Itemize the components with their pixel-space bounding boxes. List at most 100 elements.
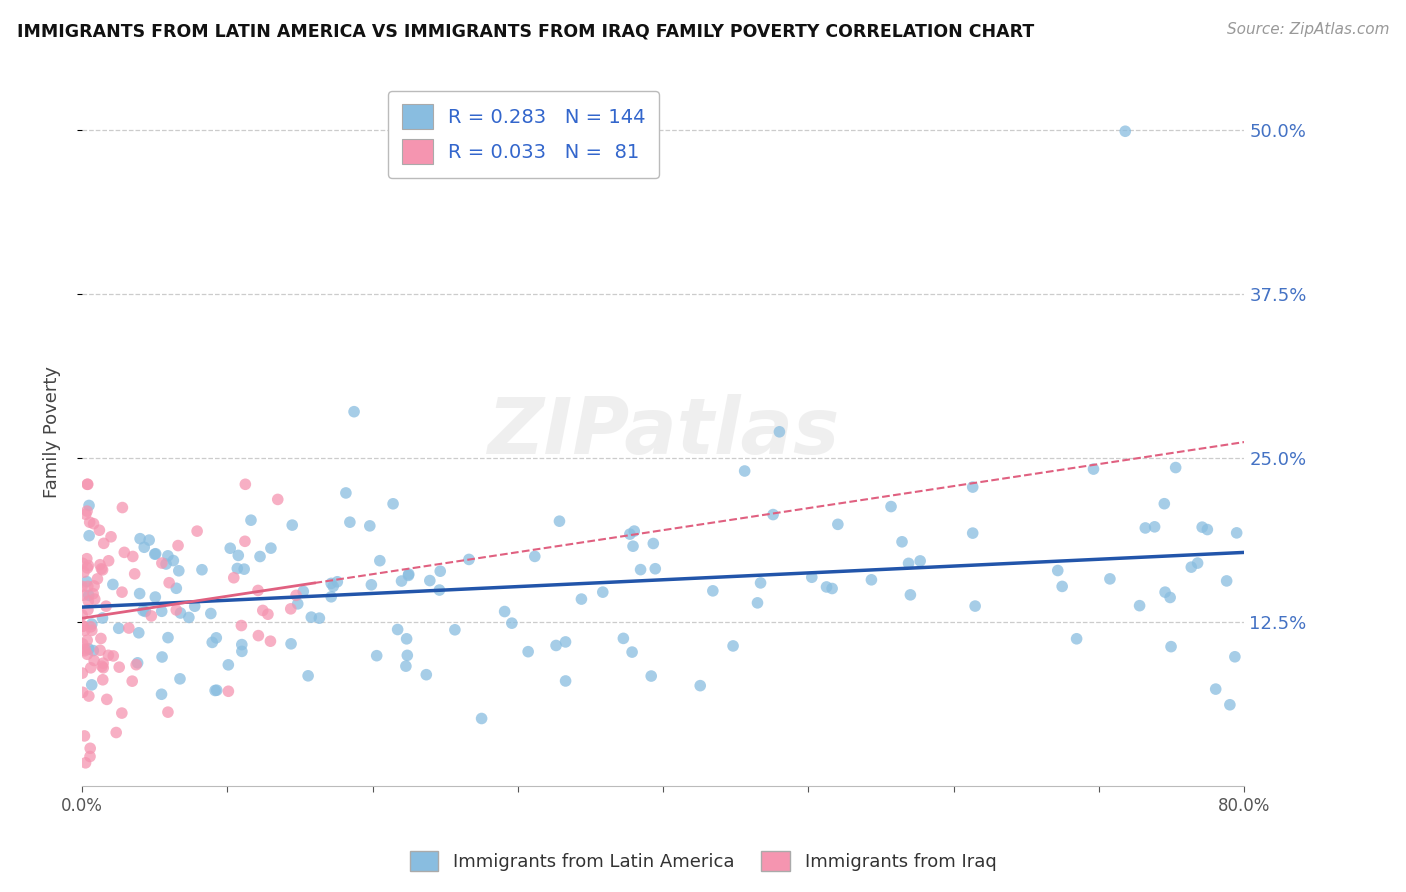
Point [233,477,256,491]
Point [94,599,117,614]
Point [112,545,135,559]
Point [156,631,179,645]
Point [150,556,173,570]
Point [89,523,111,537]
Point [141,609,163,624]
Point [494,605,516,619]
Point [762,508,785,522]
Point [72,619,94,633]
Point [1191,520,1213,534]
Point [76,647,98,661]
Point [827,517,849,532]
Point [73,729,96,743]
Point [1153,497,1175,511]
Point [143,547,166,561]
Point [86,572,108,586]
Point [93,536,115,550]
Point [471,711,494,725]
Point [1215,574,1237,588]
Point [83,592,105,607]
Y-axis label: Family Poverty: Family Poverty [44,366,60,498]
Point [75,756,97,770]
Point [259,634,281,648]
Point [321,590,343,604]
Point [267,492,290,507]
Text: ZIPatlas: ZIPatlas [486,393,839,470]
Point [77,594,100,608]
Point [321,576,343,591]
Point [124,566,146,581]
Point [554,673,576,688]
Point [908,554,931,568]
Point [217,657,239,672]
Point [880,500,903,514]
Point [387,623,409,637]
Point [247,583,270,598]
Point [630,563,652,577]
Point [391,574,413,588]
Point [156,549,179,563]
Point [103,648,125,663]
Point [125,657,148,672]
Point [128,625,150,640]
Point [70,607,93,622]
Point [280,602,302,616]
Point [72,685,94,699]
Point [128,586,150,600]
Point [249,549,271,564]
Point [76,477,98,491]
Point [91,611,114,625]
Point [156,705,179,719]
Point [702,583,724,598]
Point [77,603,100,617]
Point [76,633,98,648]
Point [127,656,149,670]
Point [612,632,634,646]
Point [1223,649,1246,664]
Point [257,607,280,622]
Point [285,588,308,602]
Point [592,585,614,599]
Point [1066,632,1088,646]
Point [1098,572,1121,586]
Point [80,661,103,675]
Point [111,706,134,720]
Point [77,689,100,703]
Point [134,604,156,618]
Point [1135,521,1157,535]
Point [80,678,103,692]
Point [79,515,101,529]
Point [205,683,228,698]
Point [83,516,105,531]
Point [1187,556,1209,570]
Point [1159,591,1181,605]
Point [226,561,249,575]
Point [101,577,124,591]
Point [233,534,256,549]
Point [80,620,103,634]
Point [72,556,94,570]
Point [91,661,114,675]
Point [280,637,302,651]
Point [219,541,242,556]
Point [382,497,405,511]
Point [1160,640,1182,654]
Point [75,508,97,522]
Point [523,549,546,564]
Point [398,567,420,582]
Point [157,575,180,590]
Point [121,674,143,689]
Point [83,653,105,667]
Point [231,638,253,652]
Point [226,549,249,563]
Point [247,629,270,643]
Point [169,672,191,686]
Point [121,549,143,564]
Point [145,547,167,561]
Point [281,518,304,533]
Point [91,673,114,687]
Point [76,477,98,491]
Point [962,480,984,494]
Point [91,656,114,670]
Point [415,667,437,681]
